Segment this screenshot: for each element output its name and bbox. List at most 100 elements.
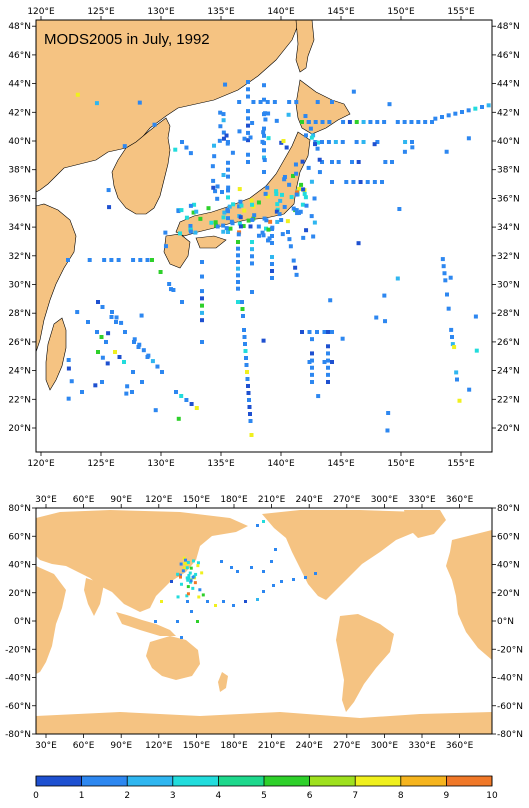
observation-point — [180, 636, 183, 639]
global-lat-label: -80°N — [497, 730, 523, 740]
taiwan-land — [45, 317, 67, 391]
observation-point — [383, 319, 388, 324]
europe-africa-land — [446, 530, 492, 660]
observation-point — [326, 380, 330, 384]
south-america-land — [336, 614, 394, 712]
global-lon-label: 300°E — [371, 495, 399, 505]
observation-point — [176, 620, 179, 623]
observation-point — [285, 219, 290, 224]
observation-point — [262, 148, 266, 153]
observation-point — [333, 140, 338, 144]
observation-point — [105, 361, 110, 366]
observation-point — [170, 580, 173, 583]
observation-point — [238, 224, 243, 229]
observation-point — [326, 351, 330, 356]
observation-point — [230, 221, 235, 226]
observation-point — [200, 289, 204, 294]
observation-point — [246, 218, 251, 223]
observation-point — [311, 133, 316, 138]
regional-lon-label: 145°E — [327, 7, 355, 17]
observation-point — [160, 370, 164, 374]
observation-point — [109, 315, 114, 319]
observation-point — [244, 356, 248, 360]
observation-point — [317, 170, 322, 175]
observation-point — [250, 120, 255, 125]
observation-point — [221, 215, 226, 220]
observation-point — [256, 224, 261, 229]
observation-point — [200, 318, 204, 323]
global-lon-label: 240°E — [296, 495, 324, 505]
observation-point — [96, 300, 100, 304]
observation-point — [375, 140, 380, 144]
observation-point — [230, 150, 235, 155]
observation-point — [270, 269, 274, 273]
observation-point — [284, 145, 289, 150]
observation-point — [395, 276, 400, 281]
global-lon-label: 30°E — [35, 495, 57, 505]
colorbar-label: 7 — [352, 791, 358, 801]
observation-point — [181, 569, 185, 573]
observation-point — [385, 428, 390, 433]
observation-point — [330, 180, 334, 184]
observation-point — [299, 182, 304, 187]
observation-point — [225, 141, 230, 146]
observation-point — [236, 273, 240, 278]
observation-point — [200, 296, 204, 301]
observation-point — [320, 140, 324, 144]
observation-point — [262, 126, 266, 131]
observation-point — [215, 224, 220, 229]
observation-point — [178, 573, 182, 577]
observation-point — [184, 558, 188, 562]
observation-point — [190, 610, 193, 613]
observation-point — [180, 140, 184, 144]
global-lon-label: 360°E — [446, 741, 474, 751]
observation-point — [224, 226, 229, 231]
observation-point — [226, 167, 230, 172]
global-lat-label: 80°N — [497, 504, 520, 514]
observation-point — [277, 212, 282, 217]
observation-point — [310, 358, 314, 363]
observation-point — [395, 120, 400, 124]
regional-lat-label: 20°N — [497, 424, 520, 434]
observation-point — [249, 198, 254, 203]
observation-point — [200, 340, 204, 344]
eurasia-land — [36, 510, 248, 612]
global-lon-label: 90°E — [110, 741, 132, 751]
observation-point — [403, 140, 408, 144]
observation-point — [250, 217, 255, 222]
observation-point — [188, 203, 193, 208]
observation-point — [200, 571, 204, 575]
observation-point — [310, 337, 314, 342]
observation-point — [131, 258, 136, 262]
global-lon-label: 330°E — [408, 741, 436, 751]
observation-point — [322, 360, 327, 364]
observation-point — [315, 140, 320, 145]
observation-point — [250, 202, 255, 207]
observation-point — [222, 210, 227, 215]
observation-point — [241, 224, 246, 229]
observation-point — [473, 106, 478, 111]
observation-point — [267, 236, 272, 241]
observation-point — [248, 412, 252, 416]
indonesia-land — [116, 612, 176, 636]
observation-point — [258, 100, 263, 104]
observation-point — [450, 342, 455, 347]
observation-point — [270, 560, 273, 563]
regional-lat-label: 26°N — [497, 338, 520, 348]
observation-point — [260, 230, 265, 235]
regional-map-ticks: 120°E 120°E 125°E 125°E 130°E 130°E 135°E 135°E… — [8, 7, 519, 469]
observation-point — [184, 145, 189, 150]
observation-point — [236, 260, 240, 264]
observation-point — [246, 138, 250, 143]
colorbar: 0 1 2 3 4 5 6 7 8 9 10 — [33, 775, 498, 801]
colorbar-segment — [81, 776, 128, 786]
observation-point — [187, 576, 191, 580]
regional-lat-label: 28°N — [497, 309, 520, 319]
observation-point — [221, 112, 226, 117]
regional-lat-label: 30°N — [8, 281, 31, 291]
regional-lon-label: 130°E — [147, 7, 175, 17]
observation-point — [246, 152, 250, 157]
observation-point — [309, 135, 314, 140]
observation-point — [397, 207, 402, 212]
observation-point — [313, 142, 318, 147]
